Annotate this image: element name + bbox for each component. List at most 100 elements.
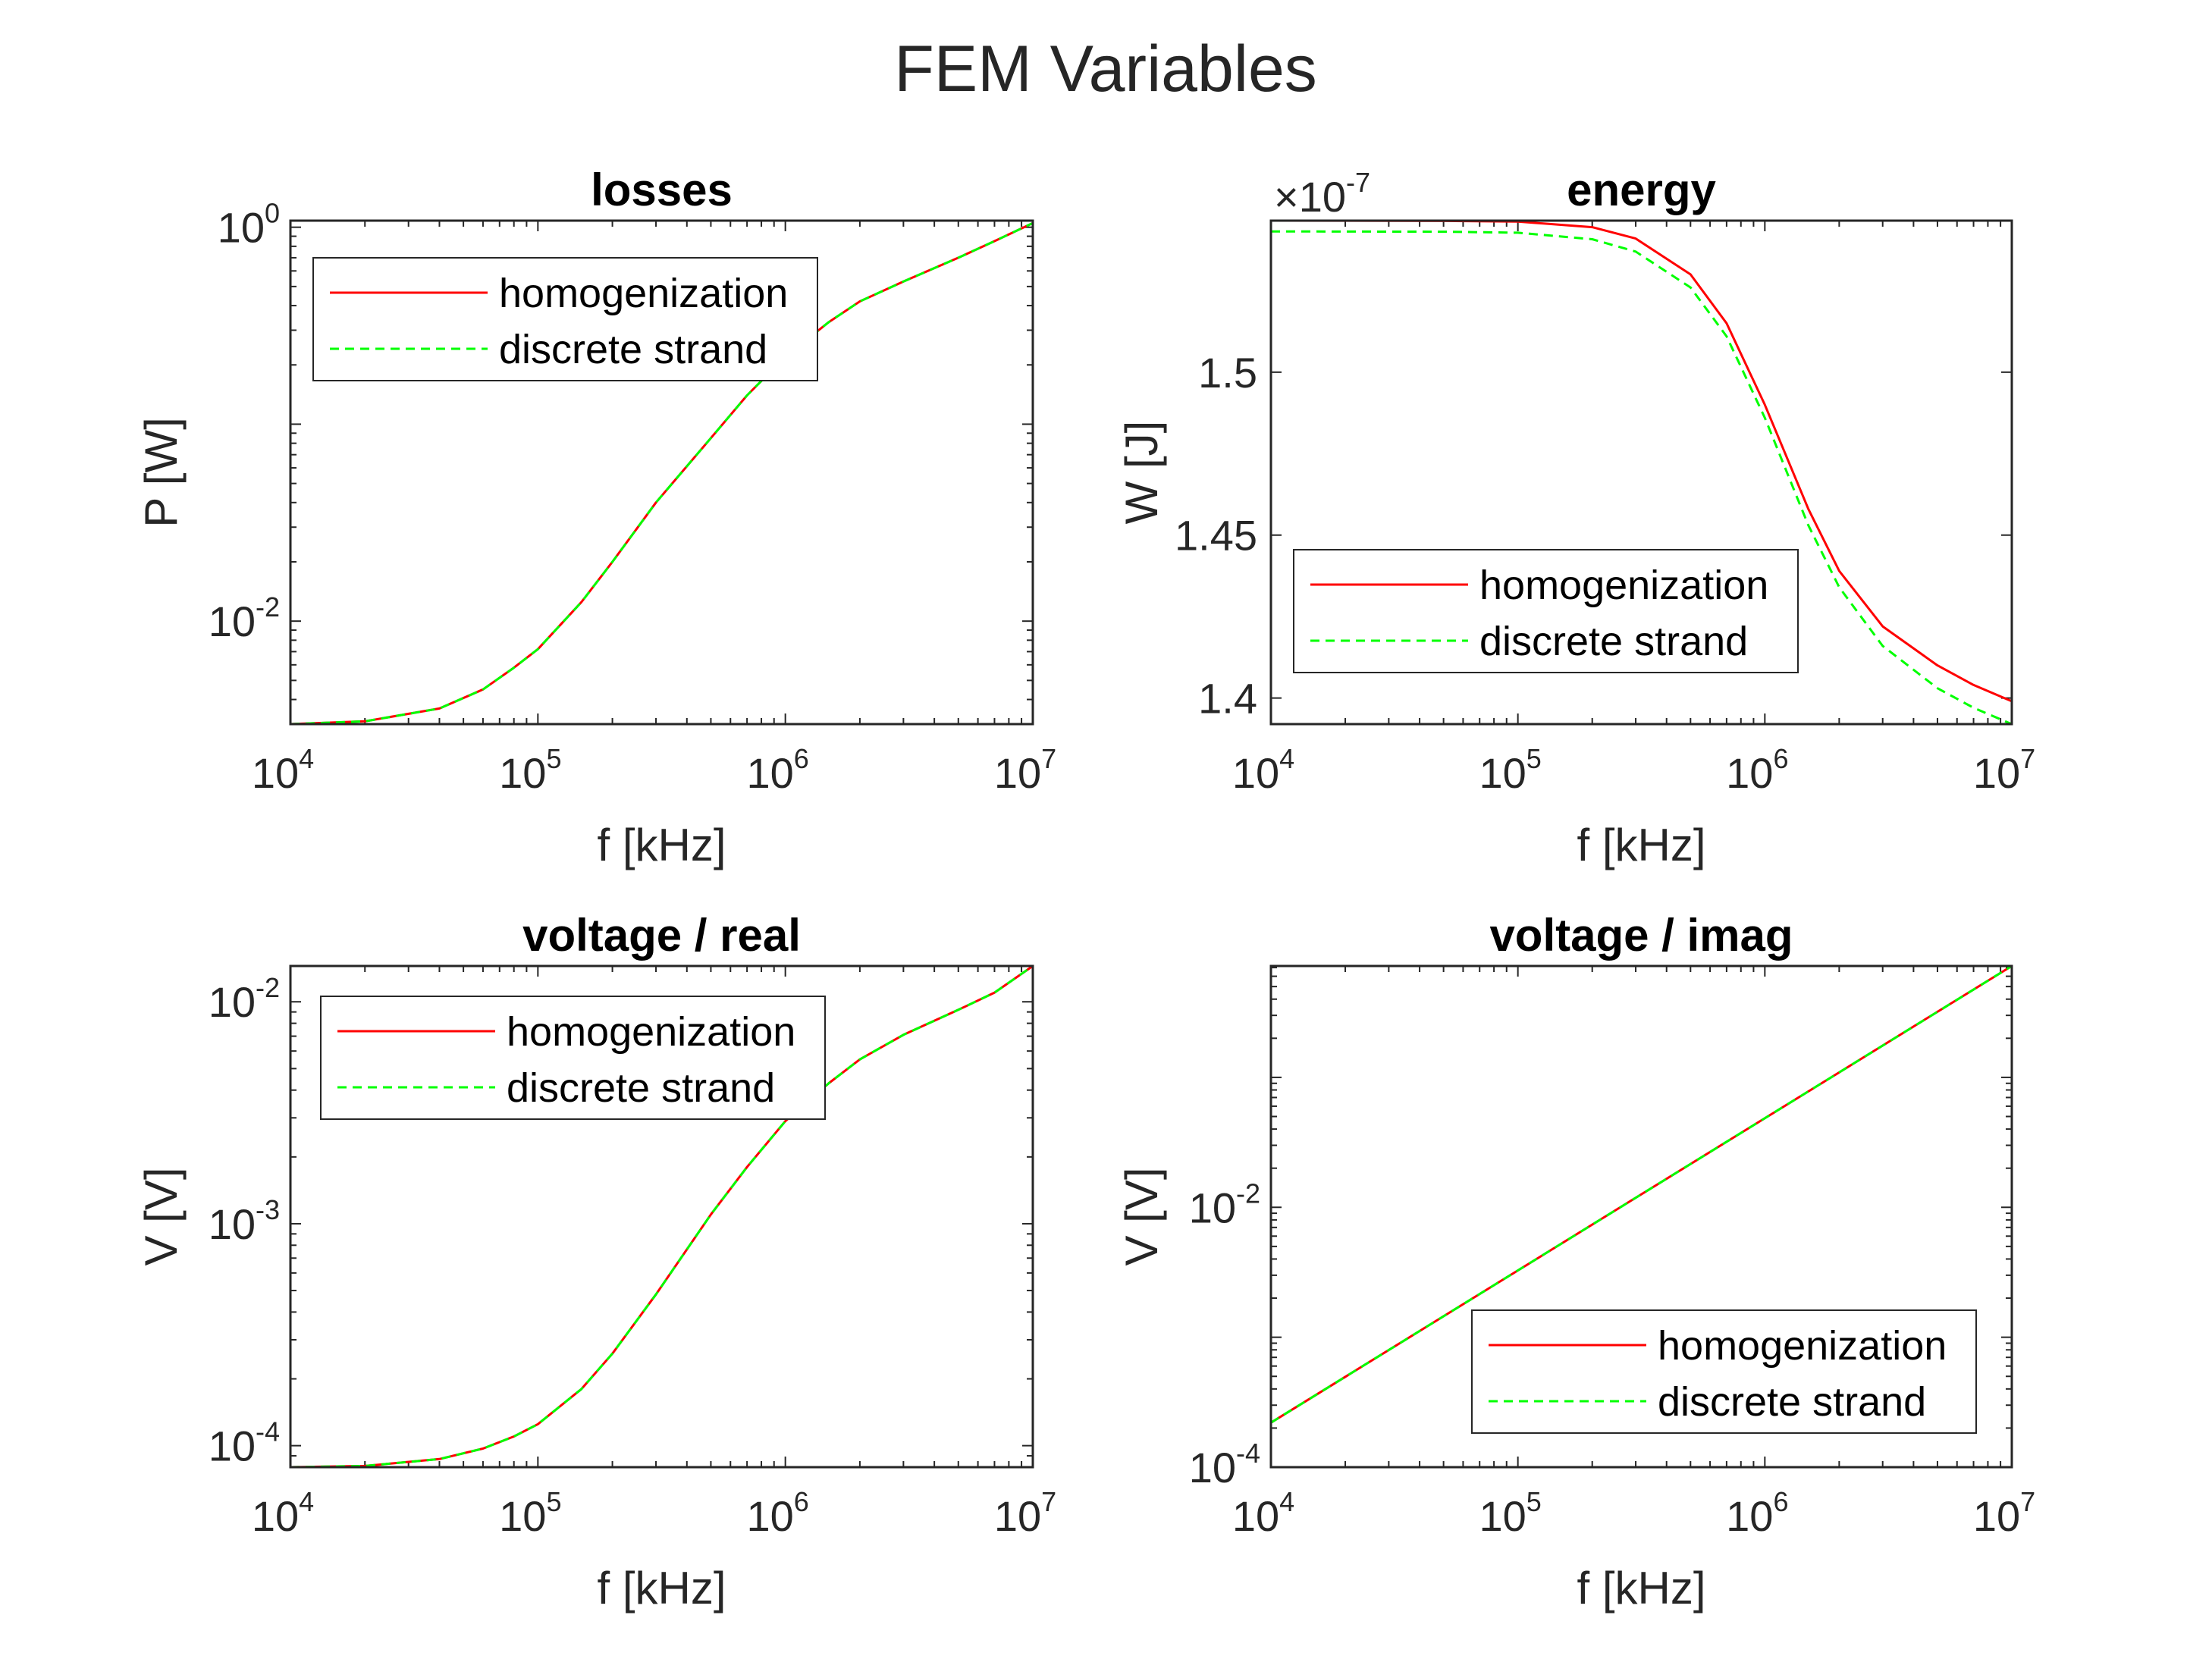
y-tick-label-base: 10 [209,978,256,1026]
x-tick-label-base: 10 [747,749,794,797]
x-tick-label-exponent: 6 [1773,743,1788,774]
x-tick-label: 106 [747,743,809,797]
y-tick-label-exponent: -2 [256,591,280,623]
x-tick-label: 105 [499,1486,561,1540]
x-tick-label: 105 [499,743,561,797]
x-tick-label-exponent: 7 [1041,743,1056,774]
x-tick-label-base: 10 [1973,1492,2020,1540]
series-group [290,221,1033,724]
x-tick-label-exponent: 6 [794,743,809,774]
x-tick-label-exponent: 7 [1041,1486,1056,1517]
axis-exponent-label: ×10-7 [1274,167,1370,221]
x-tick-label-base: 10 [1726,1492,1773,1540]
x-tick-label-base: 10 [499,749,546,797]
x-tick-label-base: 10 [1232,749,1279,797]
legend-label: discrete strand [507,1065,775,1111]
legend-label: discrete strand [499,327,767,372]
x-tick-label: 106 [747,1486,809,1540]
x-tick-label-base: 10 [252,749,299,797]
legend: homogenization discrete strand [1293,549,1799,673]
x-tick-label: 107 [1973,1486,2035,1540]
y-tick-label-base: 10 [1189,1184,1236,1231]
x-tick-label-base: 10 [1479,749,1526,797]
x-tick-label: 105 [1479,1486,1542,1540]
x-tick-label: 104 [1232,1486,1294,1540]
x-axis-label: f [kHz] [1577,820,1705,870]
x-tick-label-base: 10 [1973,749,2020,797]
y-tick-label-exponent: -2 [256,972,280,1003]
y-tick-label-exponent: -2 [1236,1178,1260,1209]
panel-title: energy [1567,165,1716,215]
x-tick-label-base: 10 [1479,1492,1526,1540]
series-line-discrete-strand [1271,230,2012,724]
y-tick-label-base: 10 [1189,1444,1236,1491]
x-tick-label: 106 [1726,1486,1788,1540]
series-line-discrete-strand [290,221,1033,724]
legend-box [1293,549,1799,673]
y-tick-label: 1.5 [1198,349,1257,397]
panel-title: losses [591,165,733,215]
x-tick-label: 107 [994,743,1056,797]
y-tick-label-exponent: 0 [265,198,280,229]
y-tick-label-base: 10 [209,1200,256,1248]
y-tick-label: 10-4 [209,1416,280,1470]
x-tick-label: 105 [1479,743,1542,797]
legend: homogenization discrete strand [320,996,826,1120]
legend-label: homogenization [1479,563,1768,608]
y-tick-label-exponent: -4 [1236,1438,1260,1469]
legend-box [312,257,818,381]
series-group [1271,966,2012,1424]
x-tick-label-base: 10 [747,1492,794,1540]
y-axis-label: P [W] [136,417,187,528]
y-axis-label: W [J] [1116,421,1167,525]
legend: homogenization discrete strand [312,257,818,381]
y-axis-label: V [V] [1116,1167,1167,1265]
y-tick-label: 10-3 [209,1194,280,1248]
legend-label: discrete strand [1479,619,1748,664]
x-tick-label-base: 10 [1232,1492,1279,1540]
y-tick-label-base: 10 [218,204,265,252]
legend-label: homogenization [1658,1323,1947,1369]
axes-frame [1269,219,2013,726]
x-tick-label-base: 10 [1726,749,1773,797]
axis-exponent-power: -7 [1346,167,1370,198]
x-tick-label-exponent: 5 [546,1486,561,1517]
y-tick-label: 1.4 [1198,675,1257,723]
x-tick-label-exponent: 5 [1526,743,1542,774]
x-tick-label-exponent: 7 [2020,743,2035,774]
x-tick-label: 106 [1726,743,1788,797]
y-tick-label: 10-2 [209,591,280,645]
y-tick-label: 10-2 [209,972,280,1026]
series-group [290,966,1033,1467]
y-tick-label-base: 10 [209,1422,256,1470]
panel-title: voltage / real [522,910,801,961]
y-tick-label: 1.45 [1175,512,1257,560]
x-tick-label-base: 10 [994,749,1041,797]
x-tick-label-exponent: 7 [2020,1486,2035,1517]
x-axis-label: f [kHz] [597,820,726,870]
legend-box [320,996,826,1120]
x-tick-label-exponent: 6 [1773,1486,1788,1517]
y-tick-label: 100 [218,198,280,252]
series-line-homogenization [1271,221,2012,703]
legend-label: homogenization [499,271,788,316]
y-tick-label: 10-2 [1189,1178,1260,1231]
figure-title: FEM Variables [894,33,1317,105]
x-tick-label-exponent: 4 [299,1486,314,1517]
axes-frame [289,964,1034,1469]
axes-frame [289,219,1034,726]
legend-box [1471,1309,1977,1434]
series-group [1271,221,2012,724]
x-tick-label: 107 [994,1486,1056,1540]
x-tick-label-exponent: 6 [794,1486,809,1517]
series-line-discrete-strand [1271,966,2012,1424]
y-tick-label-exponent: -4 [256,1416,280,1447]
y-tick-label-base: 10 [209,597,256,645]
x-tick-label-exponent: 4 [1279,743,1294,774]
panel-title: voltage / imag [1489,910,1793,961]
x-tick-label-base: 10 [994,1492,1041,1540]
x-tick-label: 104 [252,1486,314,1540]
